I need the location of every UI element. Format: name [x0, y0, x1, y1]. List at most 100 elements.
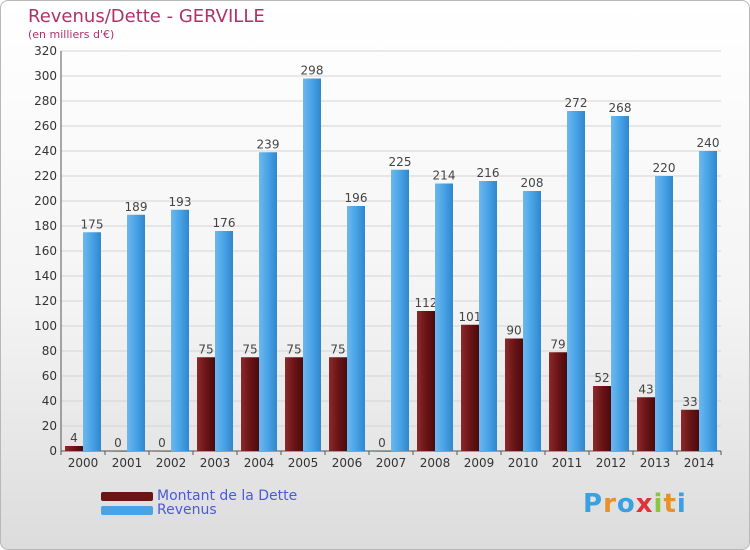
data-label-debt: 75: [286, 342, 301, 356]
bar-debt: [197, 357, 215, 451]
data-label-debt: 112: [415, 296, 438, 310]
data-label-revenue: 208: [521, 176, 544, 190]
bar-debt: [505, 338, 523, 451]
data-label-revenue: 268: [609, 101, 632, 115]
x-tick-label: 2007: [376, 456, 407, 470]
legend-swatch-revenue: [101, 505, 153, 515]
data-label-revenue: 196: [345, 191, 368, 205]
y-tick-label: 200: [34, 194, 57, 208]
bar-revenue: [391, 169, 409, 451]
x-tick-label: 2008: [420, 456, 451, 470]
data-label-debt: 0: [158, 436, 166, 450]
bar-debt: [637, 397, 655, 451]
bar-debt: [681, 409, 699, 451]
legend-label-debt: Montant de la Dette: [157, 488, 298, 504]
x-tick-label: 2002: [156, 456, 187, 470]
bar-revenue: [303, 78, 321, 451]
data-label-debt: 79: [550, 337, 565, 351]
bar-revenue: [347, 206, 365, 451]
x-tick-label: 2009: [464, 456, 495, 470]
y-tick-label: 240: [34, 144, 57, 158]
bar-debt: [329, 357, 347, 451]
legend-label-revenue: Revenus: [157, 502, 217, 518]
x-tick-label: 2000: [68, 456, 99, 470]
y-tick-label: 60: [42, 369, 57, 383]
y-tick-label: 320: [34, 44, 57, 58]
bar-revenue: [435, 183, 453, 451]
bar-revenue: [611, 116, 629, 451]
data-label-revenue: 175: [81, 217, 104, 231]
bar-revenue: [655, 176, 673, 451]
data-label-revenue: 272: [565, 96, 588, 110]
bar-debt: [241, 357, 259, 451]
y-tick-label: 300: [34, 69, 57, 83]
bar-debt: [109, 451, 127, 452]
bar-revenue: [479, 181, 497, 451]
bar-revenue: [699, 151, 717, 451]
data-label-debt: 0: [114, 436, 122, 450]
x-tick-label: 2012: [596, 456, 627, 470]
data-label-debt: 101: [459, 310, 482, 324]
data-label-debt: 33: [682, 395, 697, 409]
y-tick-label: 0: [49, 444, 57, 458]
bar-debt: [549, 352, 567, 451]
data-label-debt: 75: [242, 342, 257, 356]
chart-subtitle: (en milliers d'€): [28, 28, 115, 41]
data-label-debt: 75: [198, 342, 213, 356]
legend-item-revenue: Revenus: [101, 502, 217, 518]
bar-debt: [373, 451, 391, 452]
y-tick-label: 160: [34, 244, 57, 258]
x-tick-label: 2010: [508, 456, 539, 470]
y-tick-label: 20: [42, 419, 57, 433]
data-label-revenue: 176: [213, 216, 236, 230]
legend-item-debt: Montant de la Dette: [101, 488, 298, 504]
bar-debt: [65, 446, 83, 451]
bar-revenue: [259, 152, 277, 451]
y-tick-label: 180: [34, 219, 57, 233]
data-label-revenue: 240: [697, 136, 720, 150]
y-tick-label: 100: [34, 319, 57, 333]
bar-revenue: [215, 231, 233, 451]
chart-title: Revenus/Dette - GERVILLE: [28, 6, 265, 27]
data-label-debt: 43: [638, 382, 653, 396]
data-label-debt: 52: [594, 371, 609, 385]
x-tick-label: 2013: [640, 456, 671, 470]
bar-debt: [461, 324, 479, 451]
x-tick-label: 2004: [244, 456, 275, 470]
y-tick-label: 260: [34, 119, 57, 133]
bar-debt: [285, 357, 303, 451]
y-tick-label: 40: [42, 394, 57, 408]
y-tick-label: 220: [34, 169, 57, 183]
y-tick-label: 280: [34, 94, 57, 108]
x-tick-label: 2005: [288, 456, 319, 470]
bar-revenue: [171, 209, 189, 451]
bar-revenue: [83, 232, 101, 451]
x-tick-label: 2006: [332, 456, 363, 470]
data-label-revenue: 189: [125, 200, 148, 214]
data-label-revenue: 216: [477, 166, 500, 180]
data-label-revenue: 220: [653, 161, 676, 175]
data-label-debt: 0: [378, 436, 386, 450]
bar-revenue: [567, 111, 585, 451]
bar-debt: [417, 311, 435, 451]
data-label-debt: 75: [330, 342, 345, 356]
data-label-revenue: 298: [301, 64, 324, 78]
data-label-revenue: 214: [433, 169, 456, 183]
legend-swatch-debt: [101, 491, 153, 501]
x-tick-label: 2014: [684, 456, 715, 470]
data-label-revenue: 193: [169, 195, 192, 209]
x-tick-label: 2003: [200, 456, 231, 470]
data-label-debt: 90: [506, 324, 521, 338]
y-tick-label: 120: [34, 294, 57, 308]
data-label-debt: 4: [70, 431, 78, 445]
bar-debt: [593, 386, 611, 451]
x-tick-label: 2011: [552, 456, 583, 470]
x-tick-label: 2001: [112, 456, 143, 470]
data-label-revenue: 225: [389, 155, 412, 169]
proxiti-logo: Proxiti: [583, 489, 687, 519]
y-tick-label: 80: [42, 344, 57, 358]
y-tick-label: 140: [34, 269, 57, 283]
bar-revenue: [523, 191, 541, 451]
